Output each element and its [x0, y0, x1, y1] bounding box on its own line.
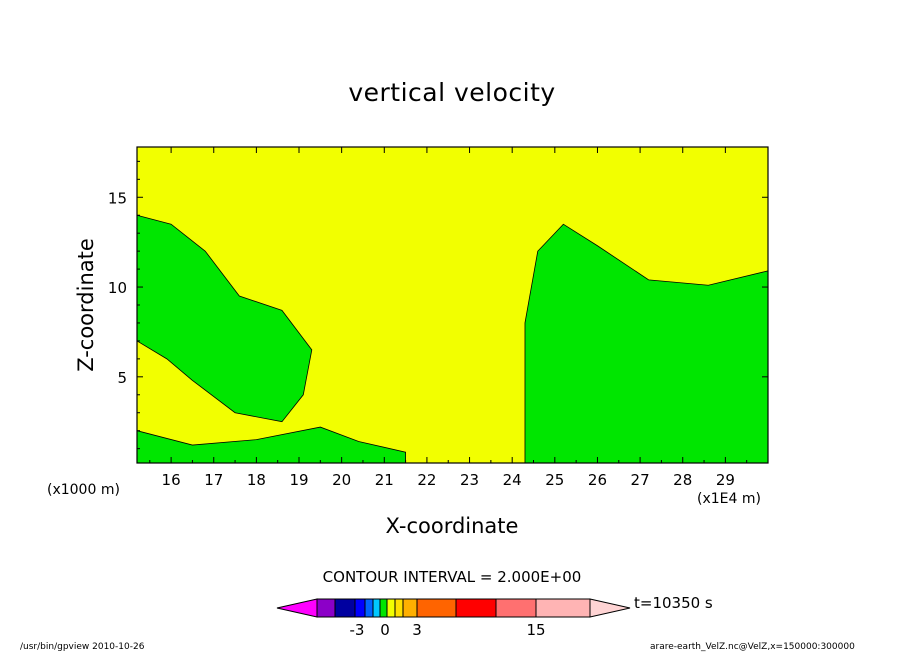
y-tick-label: 15: [108, 189, 127, 207]
colorbar-segment: [535, 598, 591, 618]
colorbar-segment: [354, 598, 366, 618]
y-axis-unit: (x1000 m): [47, 482, 120, 498]
footer-program-date: /usr/bin/gpview 2010-10-26: [20, 642, 145, 652]
colorbar-label: -3: [350, 621, 365, 639]
colorbar-segment: [379, 598, 388, 618]
chart-title: vertical velocity: [348, 78, 556, 107]
x-tick-label: 24: [503, 471, 522, 489]
x-axis-unit: (x1E4 m): [697, 491, 761, 507]
green-region-bottom: [136, 426, 407, 464]
x-tick-label: 19: [289, 471, 308, 489]
colorbar-label: 3: [412, 621, 422, 639]
colorbar-min-arrow: [276, 598, 318, 618]
colorbar-max-arrow: [589, 598, 631, 618]
colorbar-label: 0: [380, 621, 390, 639]
colorbar-segment: [334, 598, 356, 618]
x-tick-label: 28: [673, 471, 692, 489]
colorbar-segment: [316, 598, 336, 618]
footer-source-file: arare-earth_VelZ.nc@VelZ,x=150000:300000: [650, 642, 855, 652]
y-tick-label: 10: [108, 279, 127, 297]
colorbar-segment: [364, 598, 374, 618]
x-tick-label: 17: [204, 471, 223, 489]
x-tick-label: 16: [162, 471, 181, 489]
x-tick-label: 23: [460, 471, 479, 489]
y-tick-label: 5: [117, 369, 127, 387]
x-axis-label: X-coordinate: [385, 514, 519, 538]
x-tick-label: 18: [247, 471, 266, 489]
green-region-west: [136, 214, 313, 423]
colorbar-segment: [402, 598, 418, 618]
colorbar-segment: [372, 598, 381, 618]
colorbar-segment: [495, 598, 537, 618]
x-tick-label: 29: [716, 471, 735, 489]
colorbar-segment: [394, 598, 404, 618]
x-tick-label: 22: [417, 471, 436, 489]
colorbar-segment: [386, 598, 396, 618]
colorbar-segment: [455, 598, 497, 618]
contour-interval-label: CONTOUR INTERVAL = 2.000E+00: [322, 568, 582, 586]
x-tick-label: 20: [332, 471, 351, 489]
colorbar-segment: [416, 598, 457, 618]
x-tick-label: 25: [545, 471, 564, 489]
time-label: t=10350 s: [634, 594, 713, 612]
colorbar-label: 15: [526, 621, 545, 639]
x-tick-label: 21: [375, 471, 394, 489]
x-tick-label: 27: [631, 471, 650, 489]
x-tick-label: 26: [588, 471, 607, 489]
